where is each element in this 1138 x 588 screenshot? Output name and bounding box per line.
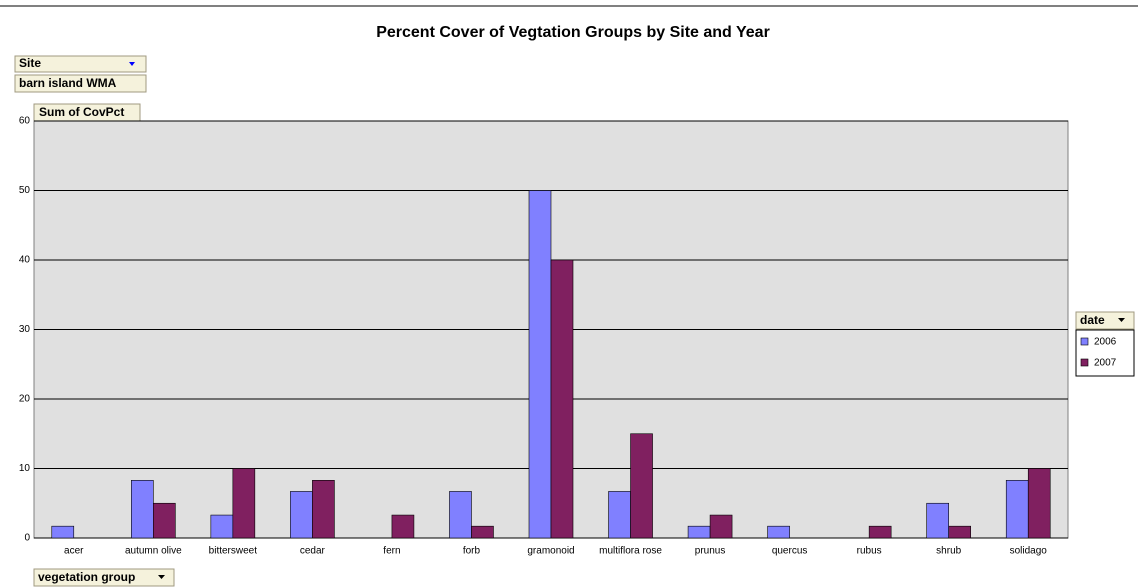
x-tick-label: shrub [936,546,961,557]
legend-swatch [1080,358,1089,367]
category-field-button[interactable] [33,568,175,587]
bar [1027,468,1051,539]
bar [131,480,154,539]
x-tick-label: multiflora rose [599,546,662,557]
x-tick-label: forb [463,546,481,557]
legend-label: 2006 [1094,337,1117,348]
page-field[interactable]: Site [19,56,41,70]
bar [630,433,653,539]
y-tick-label: 40 [19,255,31,266]
bar [868,525,892,539]
bar [608,491,631,539]
legend-swatch [1080,337,1089,346]
y-tick-label: 30 [19,324,31,335]
y-tick-label: 10 [19,463,31,474]
dropdown-icon[interactable] [129,62,135,66]
x-tick-label: prunus [695,546,726,557]
bar [51,525,75,539]
bar [210,514,234,539]
dropdown-icon[interactable] [1118,318,1125,322]
bar [767,525,790,539]
x-tick-label: quercus [772,546,808,557]
bar [528,190,552,539]
x-tick-label: acer [64,546,84,557]
x-tick-label: cedar [300,546,326,557]
legend-box [1075,329,1135,377]
x-tick-label: solidago [1010,546,1048,557]
x-tick-label: rubus [857,546,882,557]
x-tick-label: gramonoid [527,546,574,557]
legend-title-button[interactable] [1075,311,1135,330]
x-tick-label: fern [383,546,400,557]
category-field[interactable]: vegetation group [38,570,135,584]
bar [709,514,733,539]
bar [1005,480,1029,539]
bar [391,514,415,539]
chart-title: Percent Cover of Vegtation Groups by Sit… [376,24,770,41]
bar [153,502,176,539]
page-value-box [14,74,147,93]
x-tick-label: bittersweet [209,546,258,557]
y-tick-label: 50 [19,185,31,196]
page-value: barn island WMA [19,76,117,90]
y-tick-label: 0 [24,533,30,544]
bar [232,468,256,539]
page-field-button[interactable] [14,55,147,73]
bar [290,491,313,539]
bar [687,525,711,539]
dropdown-icon[interactable] [158,575,165,579]
y-tick-label: 60 [19,116,31,127]
x-tick-label: autumn olive [125,546,182,557]
legend-label: 2007 [1094,358,1117,369]
bar [550,259,574,539]
bar [926,502,949,539]
legend-title[interactable]: date [1080,313,1105,327]
data-field[interactable]: Sum of CovPct [39,105,124,119]
bar [948,525,971,539]
bar [449,491,472,539]
y-tick-label: 20 [19,394,31,405]
bar [471,525,494,539]
bar [312,480,335,539]
